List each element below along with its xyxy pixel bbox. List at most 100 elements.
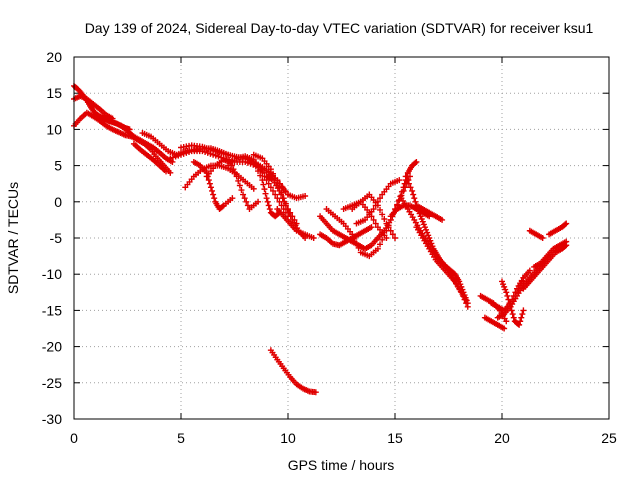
y-tick-label: 15 <box>46 85 62 101</box>
data-point <box>219 203 226 210</box>
data-point <box>252 163 259 170</box>
data-point <box>510 314 517 321</box>
data-point <box>383 220 390 227</box>
data-point <box>517 282 524 289</box>
data-point <box>381 215 388 222</box>
data-point <box>383 235 390 241</box>
series-track-23 <box>353 177 403 227</box>
data-point <box>163 168 170 175</box>
data-point <box>205 177 212 184</box>
data-point <box>240 191 247 198</box>
data-point <box>423 226 430 233</box>
data-point <box>287 213 294 220</box>
series-track-11 <box>203 156 262 213</box>
data-point <box>229 195 236 202</box>
data-point <box>499 278 505 285</box>
y-tick-label: -30 <box>42 411 62 427</box>
data-point <box>282 202 289 209</box>
data-point <box>426 235 433 241</box>
data-point <box>518 278 525 285</box>
data-point <box>355 244 362 251</box>
data-point <box>520 307 527 314</box>
data-point <box>257 172 264 179</box>
data-point <box>411 195 418 202</box>
data-point <box>267 166 274 173</box>
chart-title: Day 139 of 2024, Sidereal Day-to-day VTE… <box>85 20 594 36</box>
data-point <box>372 202 379 209</box>
data-point <box>427 237 434 244</box>
data-point <box>503 318 510 325</box>
data-point <box>508 307 515 314</box>
data-point <box>402 173 409 180</box>
data-point <box>410 191 417 198</box>
series-track-28 <box>413 202 446 223</box>
data-point <box>265 202 272 209</box>
data-point <box>425 232 432 239</box>
data-point <box>562 221 569 228</box>
series-track-17 <box>267 347 319 396</box>
data-point <box>396 177 403 184</box>
data-point <box>255 168 262 175</box>
series-track-38 <box>513 267 533 296</box>
data-point <box>392 235 398 241</box>
series-track-36 <box>477 292 510 325</box>
series-track-05 <box>130 140 170 175</box>
data-point <box>407 184 414 191</box>
data-point <box>509 311 516 318</box>
data-point <box>261 186 268 193</box>
data-point <box>379 236 386 243</box>
data-point <box>418 215 425 222</box>
x-tick-label: 10 <box>280 430 296 446</box>
series-track-10 <box>190 158 236 213</box>
data-point <box>464 303 471 310</box>
data-point <box>501 325 508 332</box>
data-point <box>412 198 419 205</box>
data-point <box>518 314 525 321</box>
data-point <box>419 218 426 225</box>
data-point <box>351 235 358 242</box>
series-track-15 <box>263 173 309 241</box>
data-point <box>409 187 416 194</box>
data-point <box>526 267 533 274</box>
data-point <box>260 181 267 188</box>
data-point <box>563 220 570 227</box>
data-point <box>265 180 272 187</box>
data-point <box>370 206 377 213</box>
x-tick-label: 15 <box>387 430 403 446</box>
data-point <box>389 231 396 238</box>
series-track-27 <box>413 224 471 310</box>
data-point <box>272 191 279 198</box>
data-point <box>244 202 251 209</box>
data-point <box>374 198 381 205</box>
data-point <box>503 289 510 296</box>
y-axis-label: SDTVAR / TECUs <box>5 182 21 294</box>
data-point <box>286 209 293 216</box>
series-track-34 <box>526 227 546 241</box>
data-point <box>377 206 384 213</box>
data-point <box>405 180 412 187</box>
data-point <box>284 206 291 213</box>
data-point <box>241 195 248 202</box>
data-point <box>279 195 286 202</box>
data-point <box>513 289 520 296</box>
series-track-33 <box>531 238 570 270</box>
series-track-37 <box>481 314 508 332</box>
data-point <box>250 158 257 165</box>
data-point <box>519 311 526 318</box>
data-point <box>563 238 570 245</box>
data-point <box>255 198 262 205</box>
data-point <box>207 184 214 191</box>
data-point <box>501 283 508 290</box>
x-tick-label: 0 <box>70 430 78 446</box>
data-point <box>404 177 411 184</box>
data-point <box>539 235 546 241</box>
data-point <box>506 300 513 307</box>
data-point <box>281 198 288 205</box>
data-point <box>368 224 375 231</box>
data-point <box>235 177 242 184</box>
data-point <box>463 300 470 307</box>
data-point <box>461 296 468 303</box>
data-point <box>270 170 277 177</box>
data-point <box>370 216 377 223</box>
